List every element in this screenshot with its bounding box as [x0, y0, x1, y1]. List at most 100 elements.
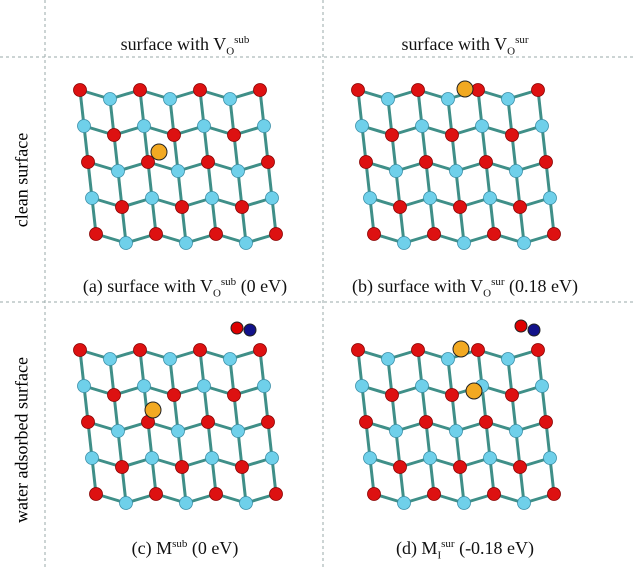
oxygen-atom: [262, 416, 275, 429]
metal-atom: [232, 165, 245, 178]
water-hydrogen: [528, 324, 540, 336]
metal-atom: [518, 497, 531, 510]
metal-atom: [510, 165, 523, 178]
oxygen-atom: [236, 201, 249, 214]
metal-atom: [146, 452, 159, 465]
metal-atom: [544, 452, 557, 465]
oxygen-atom: [428, 488, 441, 501]
metal-atom: [232, 425, 245, 438]
metal-atom: [390, 165, 403, 178]
oxygen-atom: [488, 488, 501, 501]
metal-atom: [138, 120, 151, 133]
metal-atom: [390, 425, 403, 438]
oxygen-atom: [228, 129, 241, 142]
metal-atom: [502, 353, 515, 366]
oxygen-atom: [506, 129, 519, 142]
metal-atom: [536, 380, 549, 393]
metal-atom: [424, 452, 437, 465]
metal-atom: [484, 452, 497, 465]
metal-atom: [457, 81, 473, 97]
oxygen-atom: [548, 488, 561, 501]
oxygen-atom: [480, 156, 493, 169]
metal-atom: [172, 425, 185, 438]
oxygen-atom: [90, 228, 103, 241]
oxygen-atom: [352, 344, 365, 357]
oxygen-atom: [270, 228, 283, 241]
panel-caption: (a) surface with VOsub (0 eV): [83, 276, 287, 300]
oxygen-atom: [108, 129, 121, 142]
metal-atom: [382, 93, 395, 106]
metal-atom: [206, 192, 219, 205]
metal-atom: [544, 192, 557, 205]
oxygen-atom: [254, 84, 267, 97]
metal-atom: [458, 237, 471, 250]
row-label: clean surface: [12, 133, 33, 227]
metal-atom: [466, 383, 482, 399]
oxygen-atom: [446, 389, 459, 402]
metal-atom: [198, 380, 211, 393]
metal-atom: [502, 93, 515, 106]
metal-atom: [266, 192, 279, 205]
metal-atom: [78, 380, 91, 393]
metal-atom: [145, 402, 161, 418]
oxygen-atom: [386, 389, 399, 402]
oxygen-atom: [116, 201, 129, 214]
oxygen-atom: [368, 488, 381, 501]
oxygen-atom: [176, 461, 189, 474]
oxygen-atom: [176, 201, 189, 214]
oxygen-atom: [480, 416, 493, 429]
oxygen-atom: [472, 344, 485, 357]
oxygen-atom: [116, 461, 129, 474]
oxygen-atom: [540, 156, 553, 169]
metal-atom: [518, 237, 531, 250]
metal-atom: [198, 120, 211, 133]
metal-atom: [112, 165, 125, 178]
oxygen-atom: [532, 84, 545, 97]
metal-atom: [206, 452, 219, 465]
oxygen-atom: [150, 228, 163, 241]
metal-atom: [364, 192, 377, 205]
metal-atom: [416, 380, 429, 393]
oxygen-atom: [428, 228, 441, 241]
oxygen-atom: [236, 461, 249, 474]
panel-caption: (b) surface with VOsur (0.18 eV): [352, 276, 578, 300]
column-header: surface with VOsub: [121, 34, 250, 58]
metal-atom: [510, 425, 523, 438]
oxygen-atom: [194, 344, 207, 357]
structure: [74, 344, 283, 510]
metal-atom: [240, 497, 253, 510]
metal-atom: [104, 353, 117, 366]
water-oxygen: [231, 322, 243, 334]
oxygen-atom: [74, 84, 87, 97]
column-header: surface with VOsur: [401, 34, 528, 58]
metal-atom: [398, 497, 411, 510]
oxygen-atom: [386, 129, 399, 142]
oxygen-atom: [270, 488, 283, 501]
oxygen-atom: [134, 344, 147, 357]
row-label: water adsorbed surface: [12, 357, 33, 523]
structure: [74, 84, 283, 250]
metal-atom: [476, 120, 489, 133]
metal-atom: [258, 120, 271, 133]
metal-atom: [356, 380, 369, 393]
metal-atom: [442, 353, 455, 366]
panel-caption: (d) MIsur (-0.18 eV): [396, 538, 534, 562]
water-hydrogen: [244, 324, 256, 336]
oxygen-atom: [254, 344, 267, 357]
metal-atom: [151, 144, 167, 160]
oxygen-atom: [472, 84, 485, 97]
oxygen-atom: [412, 84, 425, 97]
metal-atom: [382, 353, 395, 366]
metal-atom: [138, 380, 151, 393]
oxygen-atom: [540, 416, 553, 429]
oxygen-atom: [82, 416, 95, 429]
oxygen-atom: [168, 129, 181, 142]
oxygen-atom: [446, 129, 459, 142]
oxygen-atom: [150, 488, 163, 501]
metal-atom: [442, 93, 455, 106]
oxygen-atom: [210, 488, 223, 501]
metal-atom: [120, 497, 133, 510]
oxygen-atom: [394, 461, 407, 474]
oxygen-atom: [262, 156, 275, 169]
oxygen-atom: [420, 416, 433, 429]
